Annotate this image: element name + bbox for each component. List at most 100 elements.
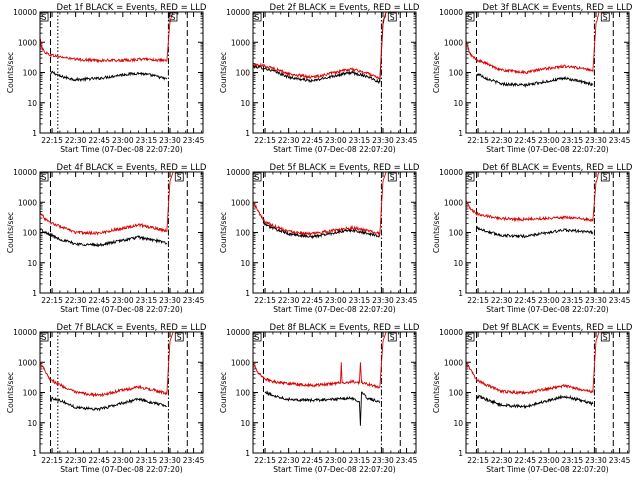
y-tick-label: 1	[458, 449, 463, 458]
x-tick-label: 23:15	[562, 136, 584, 145]
saa-label: S	[42, 333, 47, 342]
saa-label-box	[387, 172, 397, 182]
series-lld-line	[252, 11, 416, 80]
x-axis-label: Start Time (07-Dec-08 22:07:20)	[486, 145, 608, 154]
x-tick-label: 22:45	[88, 456, 110, 465]
x-tick-label: 22:30	[278, 296, 300, 305]
y-tick-label: 1	[32, 449, 37, 458]
x-tick-label: 23:45	[183, 136, 205, 145]
x-tick-label: 22:45	[301, 296, 323, 305]
x-tick-label: 23:45	[609, 456, 631, 465]
x-tick-label: 23:00	[325, 296, 347, 305]
x-tick-label: 23:00	[325, 456, 347, 465]
panel-title: Det 7f BLACK = Events, RED = LLD	[57, 323, 207, 333]
x-tick-label: 23:15	[562, 456, 584, 465]
series-events-line	[50, 396, 167, 412]
y-tick-label: 10	[27, 99, 37, 108]
y-tick-label: 10000	[226, 328, 250, 337]
y-tick-label: 10000	[439, 8, 463, 17]
x-tick-label: 22:45	[514, 296, 536, 305]
x-tick-label: 22:30	[65, 456, 87, 465]
x-tick-label: 23:15	[136, 456, 158, 465]
detector-panel-4: Det 4f BLACK = Events, RED = LLD Counts/s…	[6, 163, 207, 314]
y-tick-label: 10000	[13, 8, 37, 17]
plot-frame	[39, 171, 204, 294]
y-axis-label: Counts/sec	[219, 52, 228, 93]
saa-label-box	[600, 172, 610, 182]
y-tick-label: 100	[236, 69, 251, 78]
saa-label-box	[174, 332, 184, 342]
x-tick-label: 22:30	[278, 136, 300, 145]
panel-title: Det 1f BLACK = Events, RED = LLD	[57, 3, 207, 13]
y-tick-label: 10	[240, 259, 250, 268]
y-tick-label: 10	[27, 259, 37, 268]
y-tick-label: 10	[453, 419, 463, 428]
x-axis-label: Start Time (07-Dec-08 22:07:20)	[60, 305, 182, 314]
x-tick-label: 22:30	[65, 136, 87, 145]
x-axis-label: Start Time (07-Dec-08 22:07:20)	[273, 145, 395, 154]
saa-label: S	[171, 13, 176, 22]
saa-label: S	[42, 13, 47, 22]
saa-label: S	[603, 13, 608, 22]
y-tick-label: 1000	[231, 358, 250, 367]
y-tick-label: 100	[23, 229, 38, 238]
saa-label: S	[603, 173, 608, 182]
y-tick-label: 1	[458, 129, 463, 138]
x-tick-label: 22:45	[301, 456, 323, 465]
saa-label: S	[390, 13, 395, 22]
plot-frame	[465, 11, 630, 134]
plot-frame	[39, 331, 204, 454]
saa-label: S	[603, 333, 608, 342]
x-tick-label: 23:00	[325, 136, 347, 145]
saa-label: S	[255, 13, 260, 22]
x-tick-label: 23:00	[538, 136, 560, 145]
saa-label: S	[468, 333, 473, 342]
x-tick-label: 23:15	[349, 136, 371, 145]
saa-label: S	[468, 173, 473, 182]
x-tick-label: 23:30	[159, 456, 181, 465]
x-tick-label: 23:00	[112, 296, 134, 305]
detector-panel-6: Det 6f BLACK = Events, RED = LLD Counts/s…	[432, 163, 633, 314]
y-axis-label: Counts/sec	[432, 372, 441, 413]
saa-label-box	[168, 12, 178, 22]
y-tick-label: 1	[245, 289, 250, 298]
x-tick-label: 23:45	[183, 296, 205, 305]
x-tick-label: 22:45	[514, 456, 536, 465]
y-tick-label: 100	[236, 389, 251, 398]
y-axis-label: Counts/sec	[219, 372, 228, 413]
y-tick-label: 10	[240, 419, 250, 428]
x-tick-label: 23:15	[136, 136, 158, 145]
y-tick-label: 1	[32, 129, 37, 138]
x-tick-label: 23:45	[609, 296, 631, 305]
y-tick-label: 10	[240, 99, 250, 108]
x-tick-label: 23:30	[159, 296, 181, 305]
x-tick-label: 23:45	[396, 136, 418, 145]
x-axis-label: Start Time (07-Dec-08 22:07:20)	[60, 465, 182, 474]
y-tick-label: 10000	[13, 168, 37, 177]
saa-label: S	[390, 173, 395, 182]
x-tick-label: 22:30	[491, 296, 513, 305]
y-tick-label: 1000	[18, 358, 37, 367]
x-tick-label: 23:30	[372, 296, 394, 305]
x-tick-label: 22:15	[41, 136, 63, 145]
x-tick-label: 22:15	[254, 296, 276, 305]
detector-panel-1: Det 1f BLACK = Events, RED = LLD Counts/s…	[6, 3, 207, 154]
panel-title: Det 3f BLACK = Events, RED = LLD	[483, 3, 633, 13]
y-tick-label: 1	[245, 449, 250, 458]
plot-frame	[252, 11, 417, 134]
x-tick-label: 23:00	[538, 296, 560, 305]
x-tick-label: 23:15	[349, 456, 371, 465]
detector-panel-9: Det 9f BLACK = Events, RED = LLD Counts/s…	[432, 323, 633, 474]
y-tick-label: 1	[245, 129, 250, 138]
panel-title: Det 6f BLACK = Events, RED = LLD	[483, 163, 633, 173]
panel-title: Det 8f BLACK = Events, RED = LLD	[270, 323, 420, 333]
panel-title: Det 2f BLACK = Events, RED = LLD	[270, 3, 420, 13]
series-events-line	[39, 227, 168, 248]
y-tick-label: 1	[458, 289, 463, 298]
x-tick-label: 23:30	[585, 296, 607, 305]
plot-frame	[252, 331, 417, 454]
y-tick-label: 1	[32, 289, 37, 298]
y-tick-label: 100	[449, 229, 464, 238]
panel-title: Det 9f BLACK = Events, RED = LLD	[483, 323, 633, 333]
